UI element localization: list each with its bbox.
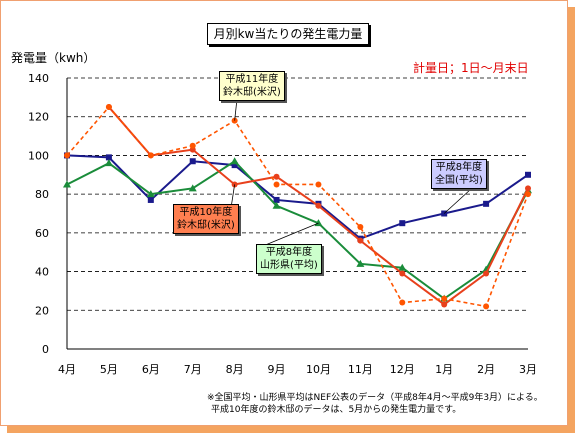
data-point-h11 — [441, 295, 448, 302]
x-tick-label: 1月 — [435, 363, 453, 376]
callout-national-avg: 平成8年度 全国(平均) — [431, 159, 487, 189]
data-point-h11 — [525, 191, 531, 198]
callout-line: 山形県(平均) — [260, 260, 318, 271]
data-point-h11 — [357, 224, 364, 231]
y-tick-label: 140 — [28, 72, 49, 85]
data-point-h10 — [399, 270, 406, 277]
data-point-h11 — [189, 142, 196, 149]
data-point-yamagata — [188, 184, 197, 192]
y-tick-label: 0 — [42, 343, 49, 356]
x-tick-label: 10月 — [306, 363, 331, 376]
callout-h11-suzuki: 平成11年度 鈴木邸(米沢) — [219, 71, 285, 101]
data-point-h11 — [64, 152, 70, 159]
data-point-national — [231, 162, 238, 169]
x-tick-label: 8月 — [226, 363, 244, 376]
data-point-yamagata — [356, 259, 365, 267]
data-point-h10 — [483, 270, 490, 277]
y-tick-label: 100 — [28, 149, 49, 162]
callout-pointer — [443, 188, 472, 214]
callout-line: 平成10年度 — [179, 207, 233, 218]
data-point-yamagata — [63, 180, 71, 188]
y-tick-label: 120 — [28, 111, 49, 124]
x-tick-label: 7月 — [184, 363, 202, 376]
measurement-period: 計量日；1日～月末日 — [413, 61, 529, 75]
callout-h10-suzuki: 平成10年度 鈴木邸(米沢) — [173, 204, 239, 234]
data-point-national — [525, 171, 531, 178]
callout-line: 平成8年度 — [435, 162, 483, 173]
data-point-national — [483, 200, 490, 207]
data-point-yamagata — [272, 201, 281, 209]
data-point-national — [399, 220, 406, 227]
data-point-national — [147, 196, 154, 203]
x-tick-label: 3月 — [519, 363, 537, 376]
y-tick-label: 60 — [35, 227, 49, 240]
callout-pointer — [262, 222, 319, 247]
data-point-h11 — [147, 152, 154, 159]
footnote: ※全国平均・山形県平均はNEF公表のデータ（平成8年4月～平成9年3月）による。… — [207, 392, 543, 416]
footnote-line: 平成10年度の鈴木邸のデータは、5月からの発生電力量です。 — [211, 405, 462, 415]
series-line-yamagata — [66, 159, 529, 300]
data-point-h10 — [273, 173, 280, 180]
series-line-h11 — [66, 105, 529, 308]
data-point-yamagata — [146, 190, 155, 198]
x-tick-label: 2月 — [477, 363, 495, 376]
callout-line: 全国(平均) — [435, 175, 483, 186]
y-axis-label: 発電量（kwh） — [11, 51, 96, 65]
data-point-h11 — [273, 181, 280, 188]
line-chart: 0 20 40 60 80 100 120 140 4月 5月 6月 7月 8月 9月 10月 11月 12月 1… — [28, 72, 537, 376]
x-tick-label: 5月 — [100, 363, 118, 376]
callout-line: 平成8年度 — [265, 247, 313, 258]
data-point-national — [273, 196, 280, 203]
data-point-h10 — [525, 185, 531, 192]
data-point-national — [105, 154, 112, 161]
callout-line: 平成11年度 — [225, 74, 279, 85]
callout-pointer — [234, 98, 238, 121]
data-point-h11 — [315, 181, 322, 188]
data-point-h11 — [399, 299, 406, 306]
x-tick-label: 9月 — [268, 363, 286, 376]
footnote-line: ※全国平均・山形県平均はNEF公表のデータ（平成8年4月～平成9年3月）による。 — [207, 393, 543, 403]
series-line-national — [66, 154, 529, 240]
data-point-h11 — [483, 303, 490, 310]
y-tick-label: 40 — [35, 266, 49, 279]
y-tick-label: 20 — [35, 304, 49, 317]
data-point-h10 — [357, 237, 364, 244]
x-tick-label: 4月 — [58, 363, 76, 376]
callout-yamagata-avg: 平成8年度 山形県(平均) — [256, 244, 322, 274]
callout-line: 鈴木邸(米沢) — [177, 220, 235, 231]
data-point-h11 — [105, 104, 112, 111]
data-point-national — [189, 158, 196, 165]
data-point-yamagata — [398, 263, 407, 271]
x-tick-label: 11月 — [348, 363, 373, 376]
callout-line: 鈴木邸(米沢) — [223, 87, 281, 98]
x-tick-label: 12月 — [390, 363, 415, 376]
data-point-yamagata — [104, 159, 113, 167]
data-point-yamagata — [230, 157, 239, 165]
data-point-h10 — [315, 202, 322, 209]
x-tick-label: 6月 — [142, 363, 160, 376]
data-point-h10 — [441, 301, 448, 308]
chart-title: 月別kw当たりの発生電力量 — [207, 23, 369, 45]
chart-frame: 0 20 40 60 80 100 120 140 4月 5月 6月 7月 8月 9月 10月 11月 12月 1… — [0, 0, 568, 426]
y-tick-label: 80 — [35, 188, 49, 201]
